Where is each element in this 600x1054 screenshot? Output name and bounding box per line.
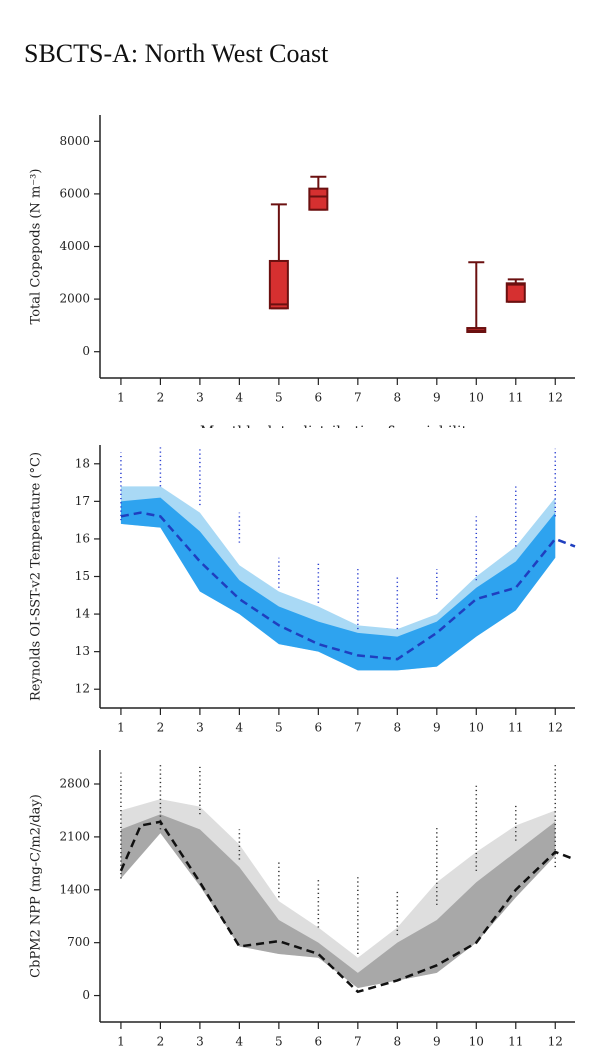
page-title: SBCTS-A: North West Coast: [24, 39, 329, 68]
box: [268, 259, 289, 310]
x-tick-label: 7: [354, 391, 362, 405]
y-tick-label: 6000: [59, 186, 90, 200]
x-tick-label: 2: [157, 721, 165, 735]
x-tick-label: 4: [236, 721, 244, 735]
y-tick-label: 16: [75, 531, 90, 545]
x-tick-label: 10: [469, 721, 484, 735]
x-tick-label: 12: [548, 1035, 563, 1049]
x-tick-label: 4: [236, 1035, 244, 1049]
x-tick-label: 8: [393, 721, 401, 735]
mean-line: [120, 511, 576, 661]
x-tick-label: 8: [393, 1035, 401, 1049]
x-tick-label: 11: [508, 1035, 523, 1049]
y-tick-label: 18: [75, 456, 90, 470]
x-tick-label: 9: [433, 1035, 441, 1049]
y-axis-label: CbPM2 NPP (mg-C/m2/day): [29, 794, 44, 978]
x-tick-label: 3: [196, 391, 204, 405]
y-tick-label: 700: [67, 935, 90, 949]
y-tick-label: 2100: [59, 829, 90, 843]
y-tick-label: 17: [75, 494, 90, 508]
x-tick-label: 5: [275, 391, 283, 405]
y-tick-label: 15: [75, 569, 90, 583]
y-tick-label: 4000: [59, 239, 90, 253]
y-tick-label: 2800: [59, 777, 90, 791]
y-axis-label: Reynolds OI-SST-v2 Temperature (°C): [29, 452, 44, 701]
x-tick-label: 6: [315, 721, 323, 735]
x-tick-label: 9: [433, 721, 441, 735]
y-tick-label: 2000: [59, 292, 90, 306]
x-tick-label: 5: [275, 721, 283, 735]
y-tick-label: 12: [75, 682, 90, 696]
x-tick-label: 7: [354, 1035, 362, 1049]
x-tick-label: 1: [117, 1035, 125, 1049]
x-tick-label: 11: [508, 391, 523, 405]
x-tick-label: 1: [117, 391, 125, 405]
x-tick-label: 6: [315, 1035, 323, 1049]
x-tick-label: 9: [433, 391, 441, 405]
x-axis-label: Monthly data distribution & variability: [200, 424, 475, 440]
y-tick-label: 1400: [59, 882, 90, 896]
y-tick-label: 0: [82, 988, 90, 1002]
x-tick-label: 11: [508, 721, 523, 735]
x-tick-label: 4: [236, 391, 244, 405]
x-tick-label: 3: [196, 721, 204, 735]
x-tick-label: 7: [354, 721, 362, 735]
x-tick-label: 3: [196, 1035, 204, 1049]
x-tick-label: 5: [275, 1035, 283, 1049]
band: [120, 814, 556, 988]
y-axis-label: Total Copepods (N m⁻³): [29, 169, 44, 325]
y-tick-label: 13: [75, 644, 90, 658]
x-tick-label: 2: [157, 1035, 165, 1049]
y-tick-label: 8000: [59, 134, 90, 148]
x-tick-label: 10: [469, 391, 484, 405]
x-tick-label: 6: [315, 391, 323, 405]
mean-line: [119, 820, 576, 994]
x-tick-label: 8: [393, 391, 401, 405]
box: [505, 282, 526, 303]
band: [120, 497, 556, 671]
x-tick-label: 10: [469, 1035, 484, 1049]
x-tick-label: 12: [548, 721, 563, 735]
x-tick-label: 2: [157, 391, 165, 405]
y-tick-label: 14: [75, 607, 91, 621]
y-tick-label: 0: [82, 344, 90, 358]
x-tick-label: 1: [117, 721, 125, 735]
box: [308, 187, 329, 211]
x-tick-label: 12: [548, 391, 563, 405]
